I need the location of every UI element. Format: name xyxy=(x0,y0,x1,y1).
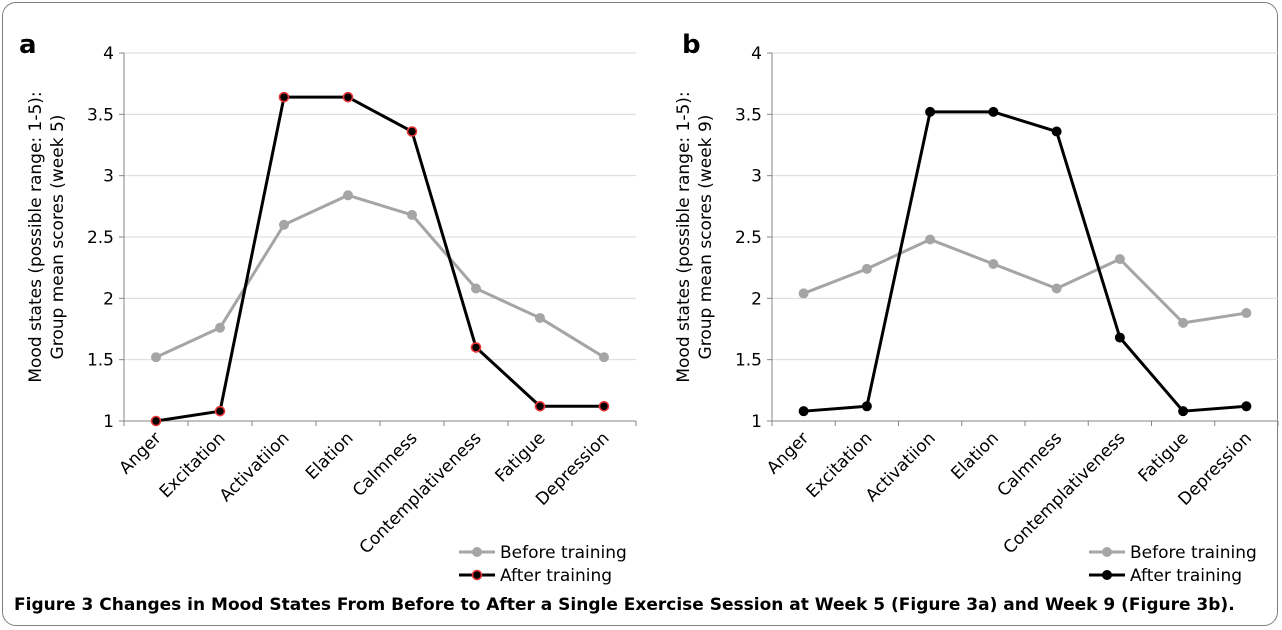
data-point-before-training-fatigue xyxy=(1178,317,1189,328)
data-point-after-training-fatigue xyxy=(534,400,546,412)
data-point-before-training-activatiion xyxy=(925,234,936,245)
x-tick-label-activatiion: Activatiion xyxy=(216,428,294,506)
y-tick-label: 1 xyxy=(103,412,114,432)
data-point-before-training-depression xyxy=(599,352,609,363)
y-tick-label: 4 xyxy=(751,44,762,64)
series-line-after-training xyxy=(155,95,604,423)
x-tick-label-elation: Elation xyxy=(947,428,1002,483)
series-after-training xyxy=(150,91,610,427)
data-point-after-training-excitation xyxy=(861,401,872,412)
y-tick-label: 2.5 xyxy=(735,228,762,248)
x-tick-label-anger: Anger xyxy=(763,428,813,478)
y-tick-label: 3 xyxy=(103,167,114,187)
data-point-after-training-anger xyxy=(150,415,162,427)
data-point-after-training-excitation xyxy=(214,405,226,417)
x-tick-label-contemplativeness: Contemplativeness xyxy=(1000,428,1130,558)
y-axis-title-line1: Mood states (possible range: 1-5): xyxy=(674,91,694,382)
data-point-before-training-anger xyxy=(798,288,809,299)
data-point-before-training-excitation xyxy=(861,263,872,274)
data-point-after-training-elation xyxy=(342,91,354,103)
data-point-after-training-elation xyxy=(988,106,999,117)
data-point-before-training-fatigue xyxy=(535,312,545,323)
legend-label: After training xyxy=(1130,566,1242,586)
data-point-before-training-anger xyxy=(151,352,161,363)
legend-entry-after-training: After training xyxy=(459,566,612,586)
series-line-before-training xyxy=(155,193,605,359)
data-point-before-training-elation xyxy=(343,190,353,201)
series-after-training xyxy=(798,106,1252,417)
data-point-after-training-activatiion xyxy=(925,106,936,117)
legend-swatch-marker xyxy=(1102,547,1112,557)
data-point-before-training-depression xyxy=(1241,308,1252,319)
y-axis-title-line2: Group mean scores (week 9) xyxy=(696,115,716,360)
y-tick-label: 1.5 xyxy=(87,351,114,371)
data-point-after-training-contemplativeness xyxy=(470,342,482,353)
series-line-after-training xyxy=(803,110,1247,413)
legend-swatch-marker xyxy=(472,547,482,557)
legend-entry-before-training: Before training xyxy=(1089,543,1257,563)
legend-entry-before-training: Before training xyxy=(459,543,627,563)
data-point-after-training-fatigue xyxy=(1178,406,1189,417)
y-tick-label: 2.5 xyxy=(87,228,114,248)
chart-panel-b: b11.522.533.54AngerExcitationActivatiion… xyxy=(674,30,1279,586)
data-point-before-training-calmness xyxy=(407,209,417,220)
panel-label: b xyxy=(682,30,701,60)
x-tick-label-anger: Anger xyxy=(116,428,166,478)
legend-swatch-marker xyxy=(471,569,483,581)
chart-panel-a: a11.522.533.54AngerExcitationActivatiion… xyxy=(19,30,637,586)
y-tick-label: 1.5 xyxy=(735,351,762,371)
legend-label: Before training xyxy=(1130,543,1257,563)
x-tick-label-fatigue: Fatigue xyxy=(1135,428,1193,486)
data-point-before-training-calmness xyxy=(1051,283,1062,294)
y-tick-label: 2 xyxy=(103,289,114,309)
data-point-before-training-excitation xyxy=(215,322,225,333)
series-before-training xyxy=(151,190,609,363)
data-point-after-training-anger xyxy=(798,406,809,417)
data-point-before-training-contemplativeness xyxy=(471,283,481,294)
x-tick-label-fatigue: Fatigue xyxy=(492,428,550,486)
y-tick-label: 3.5 xyxy=(735,105,762,125)
data-point-after-training-contemplativeness xyxy=(1114,332,1125,343)
figure-caption-text: Changes in Mood States From Before to Af… xyxy=(93,595,1235,615)
legend-label: After training xyxy=(500,566,612,586)
legend-label: Before training xyxy=(500,543,627,563)
figure-caption: Figure 3 Changes in Mood States From Bef… xyxy=(14,593,1274,617)
data-point-after-training-activatiion xyxy=(278,91,290,103)
x-tick-label-elation: Elation xyxy=(302,428,357,483)
data-point-after-training-calmness xyxy=(1051,126,1062,137)
legend-swatch-marker xyxy=(1102,570,1112,580)
data-point-before-training-activatiion xyxy=(279,219,289,230)
series-before-training xyxy=(798,234,1252,328)
panel-label: a xyxy=(19,30,37,60)
data-point-after-training-depression xyxy=(598,400,610,412)
x-tick-label-contemplativeness: Contemplativeness xyxy=(356,428,486,558)
figure-caption-label: Figure 3 xyxy=(14,595,94,615)
data-point-after-training-depression xyxy=(1241,401,1252,412)
data-point-before-training-elation xyxy=(988,258,999,269)
data-point-after-training-calmness xyxy=(406,126,418,137)
y-axis-title-line1: Mood states (possible range: 1-5): xyxy=(26,91,46,382)
y-tick-label: 3 xyxy=(751,167,762,187)
y-tick-label: 1 xyxy=(751,412,762,432)
series-line-before-training xyxy=(803,237,1247,325)
data-point-before-training-contemplativeness xyxy=(1114,254,1125,265)
y-tick-label: 3.5 xyxy=(87,105,114,125)
y-tick-label: 4 xyxy=(103,44,114,64)
legend-entry-after-training: After training xyxy=(1089,566,1242,586)
y-tick-label: 2 xyxy=(751,289,762,309)
y-axis-title-line2: Group mean scores (week 5) xyxy=(48,115,68,360)
